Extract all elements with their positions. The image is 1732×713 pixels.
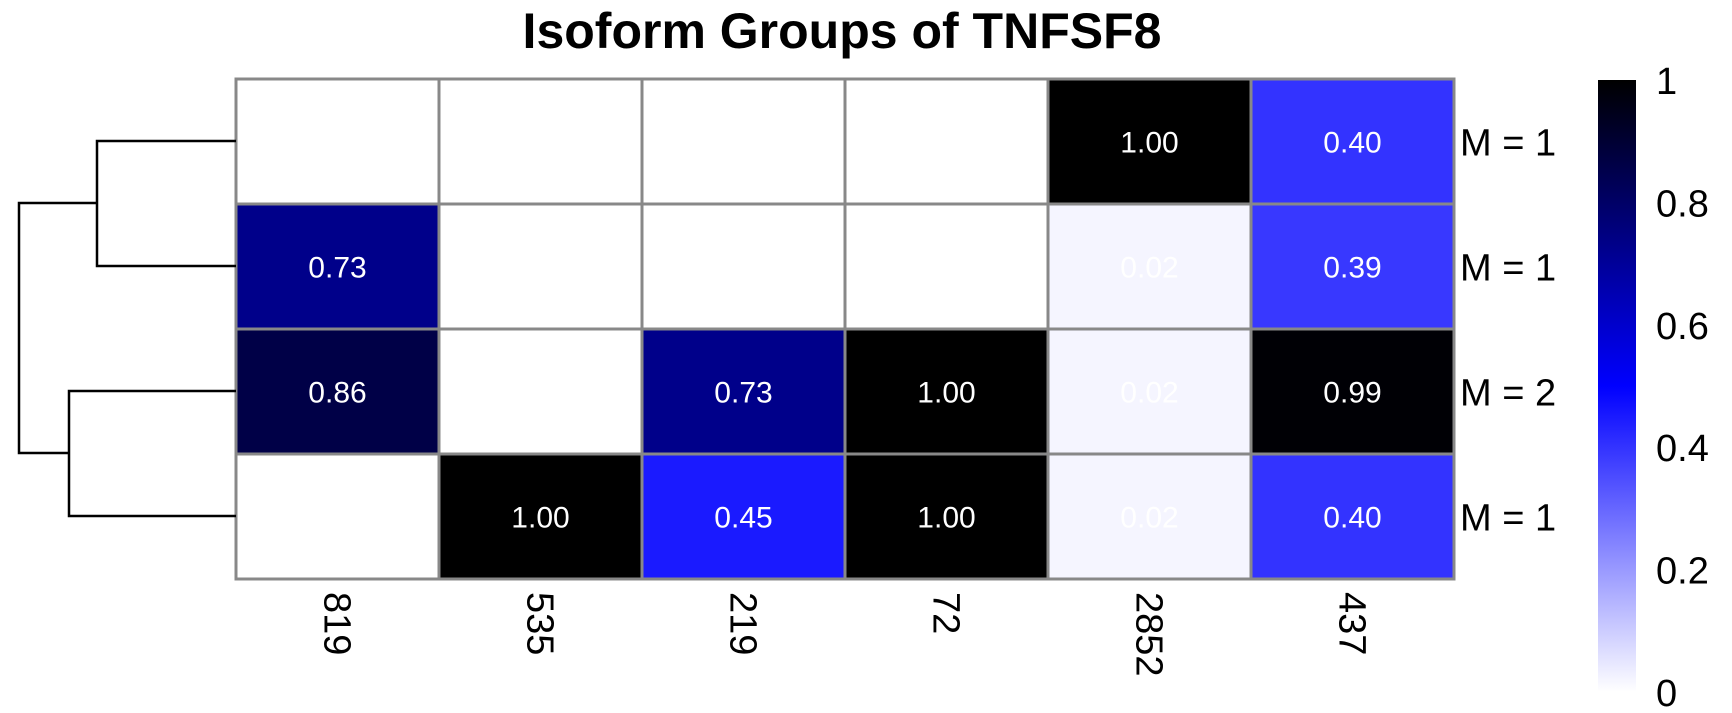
heatmap-cell (843, 327, 1050, 456)
dendrogram-root (17, 201, 97, 455)
cell-value-label: 0.02 (1120, 377, 1178, 410)
heatmap-cell (234, 77, 441, 206)
heatmap-cell (640, 452, 847, 581)
cell-value-label: 0.45 (714, 502, 772, 535)
heatmap-cell (640, 202, 847, 331)
colorbar-tick-label: 0.4 (1656, 428, 1709, 470)
cell-value-label: 0.02 (1120, 502, 1178, 535)
colorbar (1598, 80, 1636, 692)
cell-value-label: 1.00 (917, 377, 975, 410)
row-dendrogram (17, 139, 236, 518)
heatmap-cell (843, 452, 1050, 581)
heatmap-cell (437, 77, 644, 206)
heatmap-cells (234, 77, 1456, 581)
heatmap-cell (1046, 77, 1253, 206)
heatmap-cell (234, 452, 441, 581)
row-label: M = 1 (1460, 248, 1556, 290)
heatmap-cell (1249, 77, 1456, 206)
colorbar-tick-label: 0.6 (1656, 306, 1709, 348)
cell-value-label: 1.00 (917, 502, 975, 535)
column-label: 219 (722, 592, 764, 655)
row-label: M = 2 (1460, 373, 1556, 415)
column-label: 437 (1331, 592, 1373, 655)
heatmap-cell (1249, 327, 1456, 456)
column-label: 2852 (1128, 592, 1170, 677)
column-label: 819 (316, 592, 358, 655)
heatmap-cell (640, 77, 847, 206)
cell-value-label: 1.00 (511, 502, 569, 535)
colorbar-tick-label: 1 (1656, 61, 1677, 103)
cell-value-label: 0.73 (308, 252, 366, 285)
colorbar-tick-label: 0.8 (1656, 183, 1709, 225)
dendrogram-branch-top (95, 139, 236, 268)
row-label: M = 1 (1460, 498, 1556, 540)
cell-value-label: 0.40 (1323, 127, 1381, 160)
cell-value-label: 0.39 (1323, 252, 1381, 285)
colorbar-tick-label: 0.2 (1656, 551, 1709, 593)
colorbar-tick-label: 0 (1656, 673, 1677, 713)
row-label: M = 1 (1460, 123, 1556, 165)
cell-value-label: 0.73 (714, 377, 772, 410)
colorbar-tick-labels: 0 0.2 0.4 0.6 0.8 1 (1656, 61, 1709, 713)
column-labels: 819 535 219 72 2852 437 (316, 592, 1373, 677)
chart-title: Isoform Groups of TNFSF8 (523, 3, 1162, 59)
heatmap-cell (234, 202, 441, 331)
row-labels: M = 1 M = 1 M = 2 M = 1 (1460, 123, 1556, 540)
column-label: 535 (519, 592, 561, 655)
column-label: 72 (925, 592, 967, 634)
heatmap-cell-labels: 1.00 0.40 0.73 0.02 0.39 0.86 0.73 1.00 0.02 0.99… (308, 127, 1381, 535)
cell-value-label: 0.99 (1323, 377, 1381, 410)
cell-value-label: 0.40 (1323, 502, 1381, 535)
cell-value-label: 1.00 (1120, 127, 1178, 160)
heatmap-cell (1046, 452, 1253, 581)
heatmap-cell (1249, 452, 1456, 581)
heatmap-cell (843, 77, 1050, 206)
heatmap-cell (437, 202, 644, 331)
heatmap-cell (437, 327, 644, 456)
cell-value-label: 0.86 (308, 377, 366, 410)
dendrogram-branch-bottom (67, 389, 236, 518)
heatmap-cell (843, 202, 1050, 331)
cell-value-label: 0.02 (1120, 252, 1178, 285)
